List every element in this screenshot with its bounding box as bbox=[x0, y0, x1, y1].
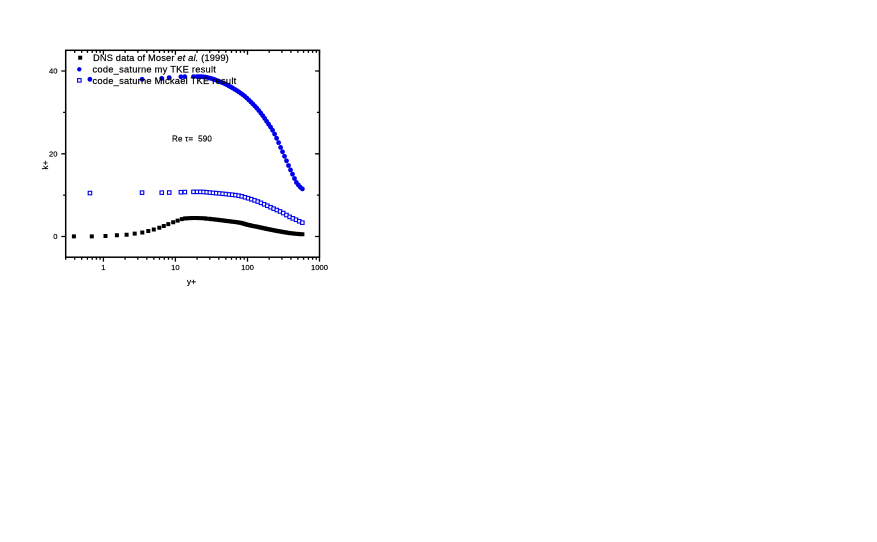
svg-text:DNS data of Moser et al. (1999: DNS data of Moser et al. (1999) bbox=[93, 53, 229, 63]
svg-text:Re τ= 590: Re τ= 590 bbox=[172, 135, 212, 144]
svg-text:100: 100 bbox=[241, 263, 254, 272]
svg-text:1: 1 bbox=[101, 263, 105, 272]
svg-text:code_saturne my TKE result: code_saturne my TKE result bbox=[93, 65, 217, 75]
svg-text:40: 40 bbox=[49, 67, 57, 76]
svg-text:20: 20 bbox=[49, 149, 57, 158]
svg-text:0: 0 bbox=[53, 232, 57, 241]
svg-text:1000: 1000 bbox=[311, 263, 328, 272]
svg-text:y+: y+ bbox=[187, 277, 196, 287]
svg-text:10: 10 bbox=[171, 263, 179, 272]
svg-text:k+: k+ bbox=[40, 160, 50, 169]
svg-text:code_saturne Mickael TKE resul: code_saturne Mickael TKE result bbox=[93, 76, 237, 86]
